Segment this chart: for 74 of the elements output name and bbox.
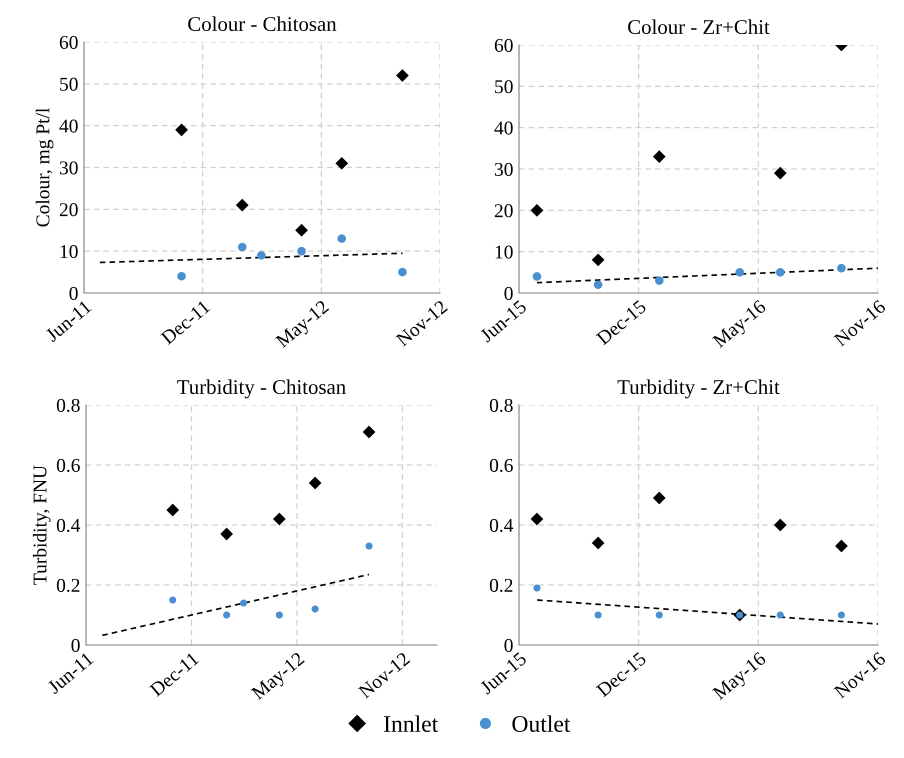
point — [308, 476, 322, 490]
chart-title: Colour - Zr+Chit — [628, 19, 770, 34]
y-tick-label: 60 — [494, 38, 513, 52]
point — [169, 596, 176, 604]
y-tick-label: 30 — [494, 162, 513, 176]
y-tick-label: 60 — [60, 36, 78, 49]
legend-label: Innlet — [384, 715, 438, 732]
y-tick-label: 0.8 — [56, 398, 80, 412]
point — [594, 611, 602, 619]
y-tick-label: 0.4 — [490, 518, 514, 532]
point — [532, 272, 542, 281]
y-tick-label: 0.4 — [56, 518, 80, 532]
point — [776, 611, 784, 619]
y-tick-label: 50 — [495, 80, 513, 94]
y-axis-title: Colour, mg Pt/l — [36, 108, 54, 227]
y-tick-label: 40 — [59, 119, 78, 133]
point — [273, 512, 286, 526]
point — [257, 251, 266, 260]
point — [297, 246, 306, 256]
y-tick-label: 10 — [60, 244, 78, 258]
point — [835, 540, 848, 552]
point — [594, 280, 602, 290]
point — [838, 611, 845, 619]
point — [276, 611, 283, 619]
point — [656, 611, 663, 619]
point — [654, 276, 664, 285]
chart-title: Turbidity - Zr+Chit — [618, 379, 780, 398]
y-tick-label: 0.2 — [490, 578, 512, 592]
point — [236, 198, 249, 212]
y-axis-title: Turbidity, FNU — [32, 465, 51, 585]
y-tick-label: 0.2 — [56, 578, 80, 592]
point — [223, 611, 230, 619]
y-tick-label: 0 — [71, 638, 80, 652]
y-tick-label: 0.8 — [490, 398, 513, 412]
point — [396, 69, 409, 82]
y-tick-label: 0.6 — [490, 458, 513, 472]
point — [175, 123, 188, 136]
y-tick-label: 0 — [504, 286, 513, 300]
point — [335, 156, 348, 170]
point — [774, 166, 787, 180]
point — [295, 224, 308, 237]
point — [177, 272, 186, 281]
point — [533, 584, 540, 592]
point — [240, 599, 248, 607]
point — [776, 268, 785, 277]
point — [837, 264, 846, 272]
legend-label: Outlet — [512, 715, 570, 732]
y-tick-label: 0 — [69, 286, 78, 300]
y-tick-label: 40 — [494, 121, 513, 135]
point — [774, 518, 787, 532]
chart-title: Turbidity - Chitosan — [177, 379, 346, 398]
y-tick-label: 0.6 — [56, 458, 80, 472]
point — [530, 512, 544, 526]
point — [362, 426, 376, 438]
point — [312, 605, 319, 613]
y-tick-label: 20 — [494, 204, 513, 218]
point — [220, 528, 233, 540]
y-tick-label: 0 — [504, 638, 513, 652]
y-tick-label: 30 — [60, 161, 78, 174]
point — [652, 492, 666, 504]
point — [652, 150, 666, 163]
point — [592, 254, 604, 266]
y-tick-label: 10 — [496, 245, 513, 259]
point — [592, 536, 604, 550]
chart-title: Colour - Chitosan — [188, 16, 336, 32]
point — [735, 268, 744, 277]
point — [530, 204, 544, 217]
point — [337, 234, 346, 243]
point — [365, 542, 373, 550]
y-tick-label: 20 — [60, 203, 78, 216]
y-tick-label: 50 — [60, 78, 78, 91]
point — [238, 242, 247, 252]
point — [398, 268, 407, 276]
point — [166, 504, 180, 516]
